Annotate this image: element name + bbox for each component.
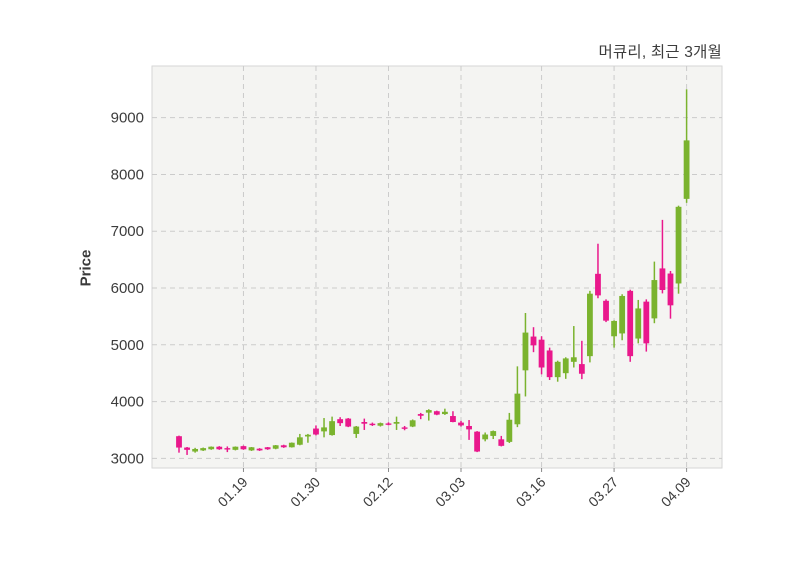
- x-tick-label: 03.27: [585, 474, 621, 510]
- y-tick-label: 4000: [111, 394, 144, 411]
- candle-body-up: [353, 426, 360, 434]
- candle-body-up: [393, 422, 400, 424]
- candle-body-down: [176, 436, 182, 448]
- y-tick-label: 5000: [111, 337, 144, 354]
- candle-body-down: [627, 290, 634, 357]
- candle-body-up: [619, 295, 626, 334]
- candle-body-up: [192, 448, 199, 452]
- candle-body-down: [240, 446, 247, 450]
- candle-body-down: [313, 428, 319, 435]
- candle-body-up: [232, 446, 239, 450]
- y-tick-label: 3000: [111, 450, 144, 467]
- chart-title: 머큐리, 최근 3개월: [598, 44, 722, 61]
- candle-body-down: [337, 419, 344, 424]
- candle-body-up: [200, 448, 207, 451]
- candle-body-down: [667, 273, 674, 306]
- candle-body-down: [458, 422, 464, 426]
- candle-body-up: [587, 293, 593, 357]
- candle-body-up: [482, 434, 489, 440]
- candle-body-down: [466, 425, 472, 430]
- candle-body-down: [530, 336, 537, 346]
- candle-body-up: [514, 393, 521, 425]
- candle-body-down: [369, 423, 376, 426]
- candle-body-up: [321, 427, 327, 432]
- candle-body-up: [377, 423, 384, 426]
- x-tick-label: 01.19: [214, 474, 250, 510]
- candle-body-up: [611, 320, 617, 337]
- candle-body-down: [595, 273, 601, 296]
- candle-body-up: [296, 437, 303, 445]
- candle-body-down: [433, 411, 440, 415]
- y-tick-label: 6000: [111, 280, 144, 297]
- plot-background: [151, 65, 723, 469]
- x-tick-label: 01.30: [287, 474, 323, 510]
- candle-body-down: [264, 447, 271, 450]
- candle-body-down: [184, 447, 190, 450]
- candle-body-down: [578, 364, 585, 374]
- candle-body-up: [651, 280, 658, 319]
- candle-body-up: [635, 308, 642, 339]
- candle-body-down: [385, 423, 392, 425]
- candle-body-up: [272, 445, 279, 449]
- candle-body-up: [305, 434, 311, 437]
- candle-body-up: [248, 447, 255, 451]
- candle-body-up: [288, 442, 295, 448]
- y-tick-label: 8000: [111, 166, 144, 183]
- candle-body-down: [450, 416, 456, 423]
- candle-body-down: [546, 350, 553, 378]
- candle-body-up: [554, 361, 561, 378]
- candle-body-up: [562, 358, 569, 374]
- candle-body-up: [409, 420, 416, 427]
- candle-body-up: [683, 140, 690, 199]
- candle-body-down: [603, 300, 609, 321]
- candle-body-down: [474, 431, 481, 452]
- y-tick-label: 9000: [111, 110, 144, 127]
- candle-body-down: [538, 339, 545, 368]
- candle-body-down: [643, 301, 650, 344]
- candle-body-up: [675, 206, 682, 284]
- candle-body-down: [659, 268, 666, 290]
- candle-body-down: [256, 448, 263, 451]
- candle-body-down: [361, 422, 368, 424]
- candle-body-down: [224, 448, 231, 450]
- candle-body-down: [216, 446, 223, 450]
- candle-body-up: [208, 446, 215, 450]
- candle-body-down: [280, 445, 287, 448]
- candle-body-up: [506, 419, 513, 442]
- candle-body-up: [570, 357, 577, 362]
- candle-body-up: [329, 421, 335, 436]
- candle-body-up: [425, 410, 432, 413]
- candle-body-down: [417, 414, 424, 416]
- candle-body-down: [345, 418, 352, 427]
- x-tick-label: 03.03: [432, 474, 468, 510]
- candle-body-up: [441, 411, 448, 415]
- candle-body-up: [522, 332, 529, 371]
- x-tick-label: 03.16: [513, 474, 549, 510]
- candle-body-down: [401, 427, 408, 429]
- y-tick-label: 7000: [111, 223, 144, 240]
- x-tick-label: 04.09: [658, 474, 694, 510]
- x-tick-label: 02.12: [360, 474, 396, 510]
- candle-body-down: [498, 439, 505, 446]
- candle-body-up: [490, 431, 497, 436]
